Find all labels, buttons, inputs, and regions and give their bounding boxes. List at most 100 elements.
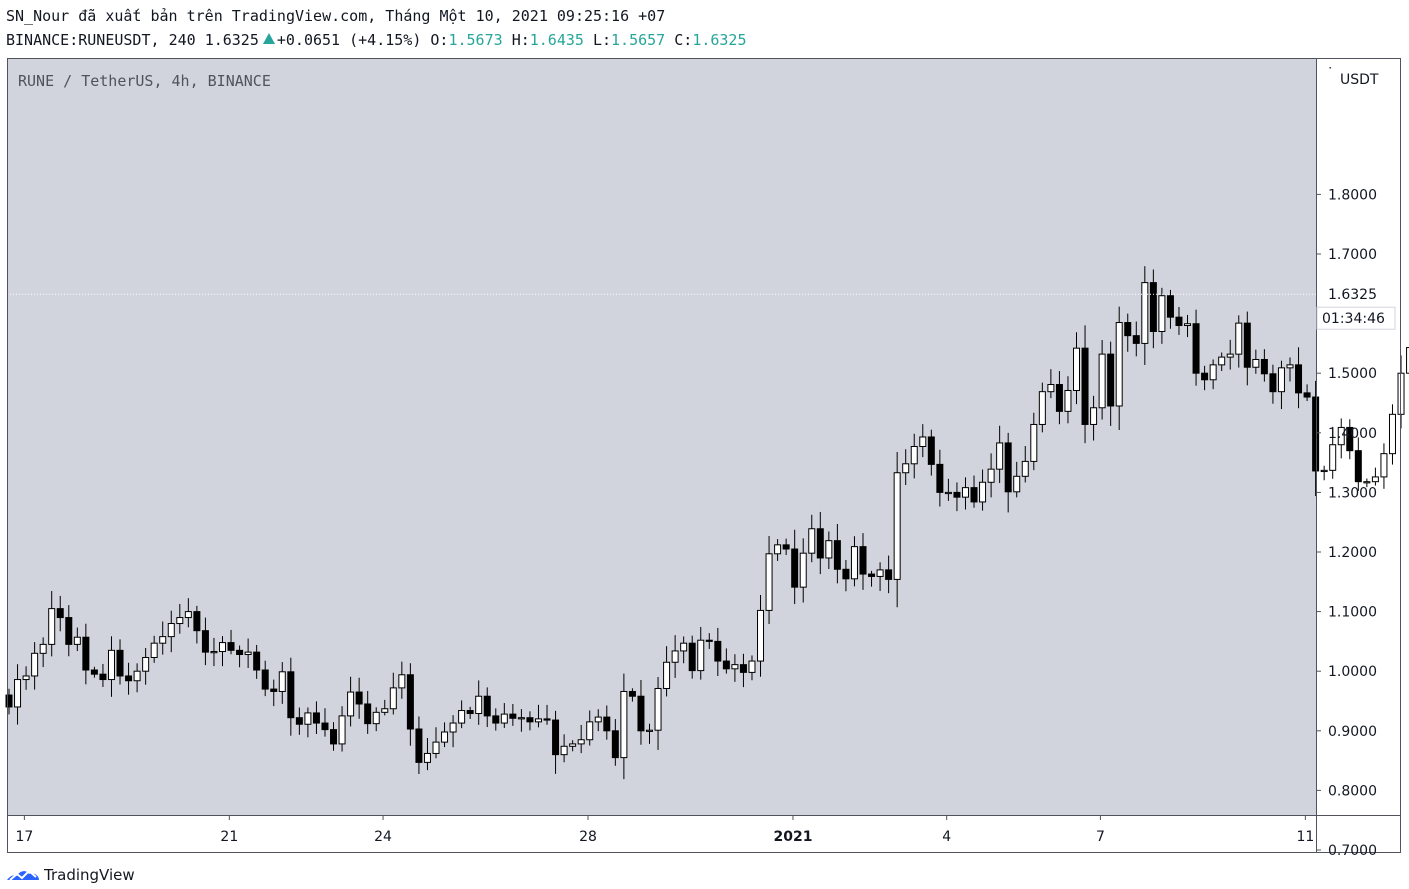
candle-up[interactable] xyxy=(1115,322,1123,407)
candle-down[interactable] xyxy=(628,690,636,697)
candle-up[interactable] xyxy=(671,650,679,663)
candle-up[interactable] xyxy=(1090,407,1098,425)
candle-down[interactable] xyxy=(82,636,90,671)
candle-up[interactable] xyxy=(961,487,969,498)
candle-down[interactable] xyxy=(543,718,551,721)
candle-up[interactable] xyxy=(569,743,577,747)
candle-up[interactable] xyxy=(150,642,158,658)
candle-down[interactable] xyxy=(1201,372,1209,381)
candle-down[interactable] xyxy=(509,713,517,719)
candle-up[interactable] xyxy=(423,752,431,763)
candle-up[interactable] xyxy=(748,660,756,673)
candle-down[interactable] xyxy=(1354,450,1362,483)
candle-up[interactable] xyxy=(1021,460,1029,477)
candle-down[interactable] xyxy=(927,436,935,465)
candle-down[interactable] xyxy=(782,544,790,550)
candle-up[interactable] xyxy=(799,552,807,588)
candle-up[interactable] xyxy=(22,675,30,681)
candle-up[interactable] xyxy=(646,729,653,732)
candle-up[interactable] xyxy=(517,717,525,720)
candle-down[interactable] xyxy=(99,673,107,681)
candle-up[interactable] xyxy=(774,544,782,555)
candle-down[interactable] xyxy=(705,639,713,642)
candle-up[interactable] xyxy=(850,546,858,580)
candle-up[interactable] xyxy=(14,679,22,708)
candle-up[interactable] xyxy=(1073,347,1080,391)
candle-up[interactable] xyxy=(996,442,1004,470)
candle-up[interactable] xyxy=(979,481,987,503)
candle-up[interactable] xyxy=(31,652,39,677)
candle-down[interactable] xyxy=(970,487,978,503)
candle-up[interactable] xyxy=(534,718,542,723)
candle-down[interactable] xyxy=(227,642,235,651)
candle-up[interactable] xyxy=(1064,389,1072,412)
candle-up[interactable] xyxy=(1038,391,1046,425)
candle-down[interactable] xyxy=(1260,358,1268,375)
candle-up[interactable] xyxy=(577,739,585,745)
candle-up[interactable] xyxy=(765,553,773,611)
candle-up[interactable] xyxy=(1329,444,1337,471)
candle-up[interactable] xyxy=(1218,356,1226,366)
candle-down[interactable] xyxy=(842,568,850,580)
candle-up[interactable] xyxy=(731,664,739,670)
candle-down[interactable] xyxy=(1243,322,1251,368)
candle-up[interactable] xyxy=(338,715,346,745)
candle-up[interactable] xyxy=(1226,353,1234,358)
candle-down[interactable] xyxy=(90,669,98,675)
candle-down[interactable] xyxy=(1269,373,1277,393)
candle-up[interactable] xyxy=(560,745,568,756)
candle-up[interactable] xyxy=(398,674,406,689)
candle-down[interactable] xyxy=(868,573,876,577)
candle-down[interactable] xyxy=(466,710,474,715)
candle-down[interactable] xyxy=(415,728,423,763)
candle-up[interactable] xyxy=(48,608,56,645)
symbol-name[interactable]: BINANCE:RUNEUSDT, xyxy=(6,31,160,49)
candle-up[interactable] xyxy=(1013,475,1021,493)
candle-up[interactable] xyxy=(1406,347,1409,374)
candle-up[interactable] xyxy=(1235,322,1243,355)
candle-down[interactable] xyxy=(552,719,560,756)
candle-up[interactable] xyxy=(176,617,184,625)
candle-up[interactable] xyxy=(825,540,833,559)
candle-up[interactable] xyxy=(1320,469,1328,473)
candle-up[interactable] xyxy=(1397,372,1405,415)
candle-up[interactable] xyxy=(475,695,483,715)
candle-down[interactable] xyxy=(295,717,303,725)
candle-up[interactable] xyxy=(654,687,662,731)
candle-up[interactable] xyxy=(39,643,47,654)
candle-up[interactable] xyxy=(620,690,628,759)
price-scale-currency[interactable]: USDT xyxy=(1340,72,1379,88)
candle-down[interactable] xyxy=(201,630,209,653)
candle-up[interactable] xyxy=(372,711,380,725)
candle-up[interactable] xyxy=(586,721,594,741)
candle-down[interactable] xyxy=(1055,384,1063,412)
candle-down[interactable] xyxy=(688,642,696,672)
candle-up[interactable] xyxy=(500,713,508,724)
candle-down[interactable] xyxy=(1303,392,1311,398)
candle-up[interactable] xyxy=(304,712,312,725)
candle-down[interactable] xyxy=(1149,282,1157,332)
candle-up[interactable] xyxy=(697,639,705,672)
candle-up[interactable] xyxy=(142,656,150,672)
candle-down[interactable] xyxy=(885,569,893,580)
candle-down[interactable] xyxy=(125,675,133,682)
candle-down[interactable] xyxy=(1295,364,1303,394)
candle-down[interactable] xyxy=(406,674,414,730)
candle-up[interactable] xyxy=(449,722,457,733)
candle-up[interactable] xyxy=(808,528,816,554)
candle-down[interactable] xyxy=(236,649,244,656)
candle-up[interactable] xyxy=(987,468,995,483)
candle-up[interactable] xyxy=(1141,282,1149,344)
candle-up[interactable] xyxy=(876,569,884,577)
candle-down[interactable] xyxy=(1166,295,1174,318)
candle-down[interactable] xyxy=(611,730,619,759)
candle-up[interactable] xyxy=(184,611,192,619)
candle-down[interactable] xyxy=(1004,442,1012,493)
candle-up[interactable] xyxy=(680,642,688,652)
candle-down[interactable] xyxy=(603,716,611,732)
candle-up[interactable] xyxy=(1098,353,1106,409)
candle-down[interactable] xyxy=(1175,316,1183,327)
candle-down[interactable] xyxy=(261,669,269,690)
candle-up[interactable] xyxy=(944,491,952,495)
